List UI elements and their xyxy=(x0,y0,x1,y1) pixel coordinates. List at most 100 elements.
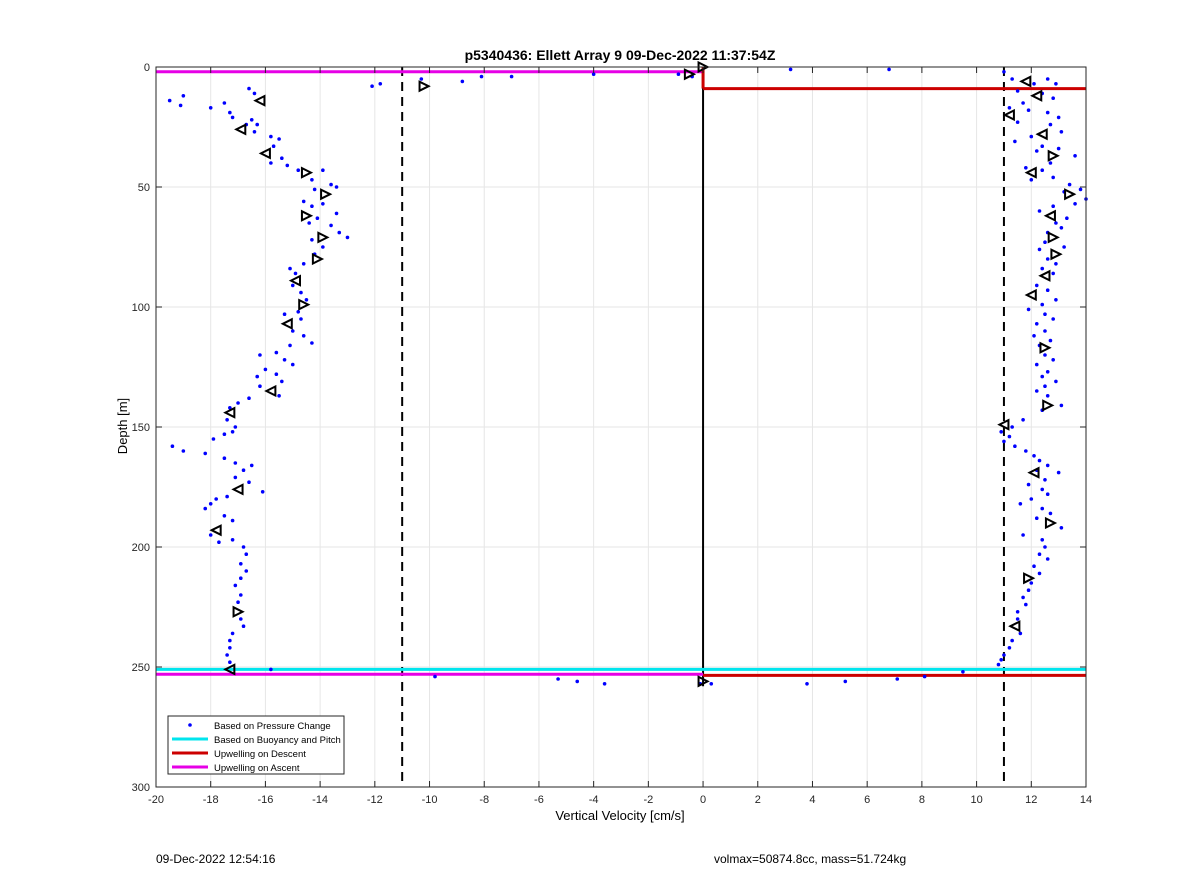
pressure-change-point xyxy=(788,67,793,72)
pressure-change-point xyxy=(1034,322,1039,326)
x-axis-label: Vertical Velocity [cm/s] xyxy=(555,808,684,823)
pressure-change-point xyxy=(922,674,927,679)
pressure-change-point xyxy=(230,430,235,434)
pressure-change-point xyxy=(282,312,287,317)
pressure-change-point xyxy=(299,317,303,321)
legend-swatch xyxy=(188,723,192,727)
x-tick-label: -10 xyxy=(422,794,438,806)
pressure-change-point xyxy=(167,98,172,103)
pressure-change-point xyxy=(1040,168,1045,172)
pressure-change-point xyxy=(228,646,232,650)
triangle-marker xyxy=(317,231,330,244)
triangle-marker xyxy=(1047,231,1060,244)
pressure-change-point xyxy=(999,658,1004,662)
pressure-change-point xyxy=(1015,617,1020,621)
x-tick-label: -16 xyxy=(257,794,273,806)
pressure-change-point xyxy=(433,674,437,679)
pressure-change-point xyxy=(1059,226,1064,230)
pressure-change-point xyxy=(1045,370,1050,374)
pressure-change-point xyxy=(1032,564,1036,568)
pressure-change-point xyxy=(225,494,229,499)
legend: Based on Pressure Change Based on Buoyanc… xyxy=(167,715,345,775)
pressure-change-point xyxy=(1021,595,1025,600)
pressure-change-point xyxy=(1026,307,1031,312)
pressure-change-point xyxy=(996,662,1001,667)
pressure-change-point xyxy=(241,545,246,549)
pressure-change-point xyxy=(310,238,314,242)
triangle-marker xyxy=(298,298,311,311)
pressure-change-point xyxy=(222,456,227,461)
pressure-change-point xyxy=(1045,77,1050,81)
x-tick-label: 6 xyxy=(864,794,870,806)
triangle-marker xyxy=(1008,620,1021,633)
pressure-change-point xyxy=(887,67,891,72)
pressure-change-point xyxy=(293,271,298,276)
pressure-change-point xyxy=(277,137,281,141)
pressure-change-point xyxy=(241,624,246,628)
pressure-change-point xyxy=(214,497,218,501)
pressure-change-point xyxy=(1010,77,1014,81)
pressure-change-point xyxy=(1043,478,1047,482)
pressure-change-point xyxy=(247,396,251,401)
pressure-change-point xyxy=(203,506,208,511)
pressure-change-point xyxy=(230,518,235,523)
pressure-change-point xyxy=(228,638,232,643)
pressure-change-point xyxy=(258,353,262,357)
pressure-change-point xyxy=(1032,454,1036,458)
legend-label: Upwelling on Ascent xyxy=(214,763,300,774)
pressure-change-point xyxy=(602,682,607,686)
pressure-change-point xyxy=(999,430,1004,434)
triangle-marker xyxy=(418,80,431,93)
pressure-change-point xyxy=(228,660,232,664)
footer-info: volmax=50874.8cc, mass=51.724kg xyxy=(714,852,907,866)
x-tick-label: -12 xyxy=(367,794,383,806)
triangle-marker xyxy=(234,123,247,136)
triangle-marker xyxy=(1043,209,1056,222)
pressure-change-point xyxy=(296,310,301,314)
pressure-change-point xyxy=(301,334,306,338)
pressure-change-point xyxy=(1043,545,1047,549)
pressure-change-point xyxy=(591,72,596,76)
pressure-change-point xyxy=(1034,283,1039,288)
triangle-marker xyxy=(231,483,244,496)
pressure-change-point xyxy=(370,84,374,88)
pressure-change-point xyxy=(1056,470,1061,475)
pressure-change-point xyxy=(1056,146,1061,151)
pressure-change-point xyxy=(238,576,243,580)
legend-label: Upwelling on Descent xyxy=(214,749,306,760)
pressure-change-point xyxy=(208,106,213,110)
pressure-change-point xyxy=(222,432,227,437)
pressure-change-point xyxy=(252,130,257,134)
pressure-change-point xyxy=(1040,302,1045,307)
pressure-change-point xyxy=(1024,166,1028,170)
pressure-change-point xyxy=(307,221,311,225)
pressure-change-point xyxy=(274,350,279,355)
pressure-change-point xyxy=(378,82,383,86)
pressure-change-point xyxy=(321,245,325,249)
pressure-change-point xyxy=(1037,209,1042,213)
pressure-change-point xyxy=(1040,506,1045,511)
pressure-change-point xyxy=(1015,89,1020,93)
pressure-change-point xyxy=(1018,502,1023,506)
pressure-change-point xyxy=(301,262,306,266)
pressure-change-point xyxy=(1010,638,1014,643)
pressure-change-point xyxy=(1021,418,1025,422)
pressure-change-point xyxy=(676,72,681,76)
pressure-change-point xyxy=(1045,394,1050,398)
triangle-marker xyxy=(1030,89,1043,102)
x-tick-label: 4 xyxy=(809,794,815,806)
pressure-change-point xyxy=(178,103,183,108)
pressure-change-point xyxy=(271,144,276,148)
x-tick-label: 8 xyxy=(919,794,925,806)
pressure-change-point xyxy=(334,211,339,216)
pressure-change-point xyxy=(238,617,243,621)
pressure-change-point xyxy=(208,502,213,506)
pressure-change-point xyxy=(1054,298,1058,302)
pressure-change-point xyxy=(1048,161,1053,165)
pressure-change-point xyxy=(274,372,279,377)
triangle-marker xyxy=(1044,516,1058,530)
pressure-change-point xyxy=(260,490,265,494)
pressure-change-point xyxy=(1015,120,1020,124)
pressure-change-point xyxy=(222,101,227,105)
pressure-change-point xyxy=(233,583,238,588)
